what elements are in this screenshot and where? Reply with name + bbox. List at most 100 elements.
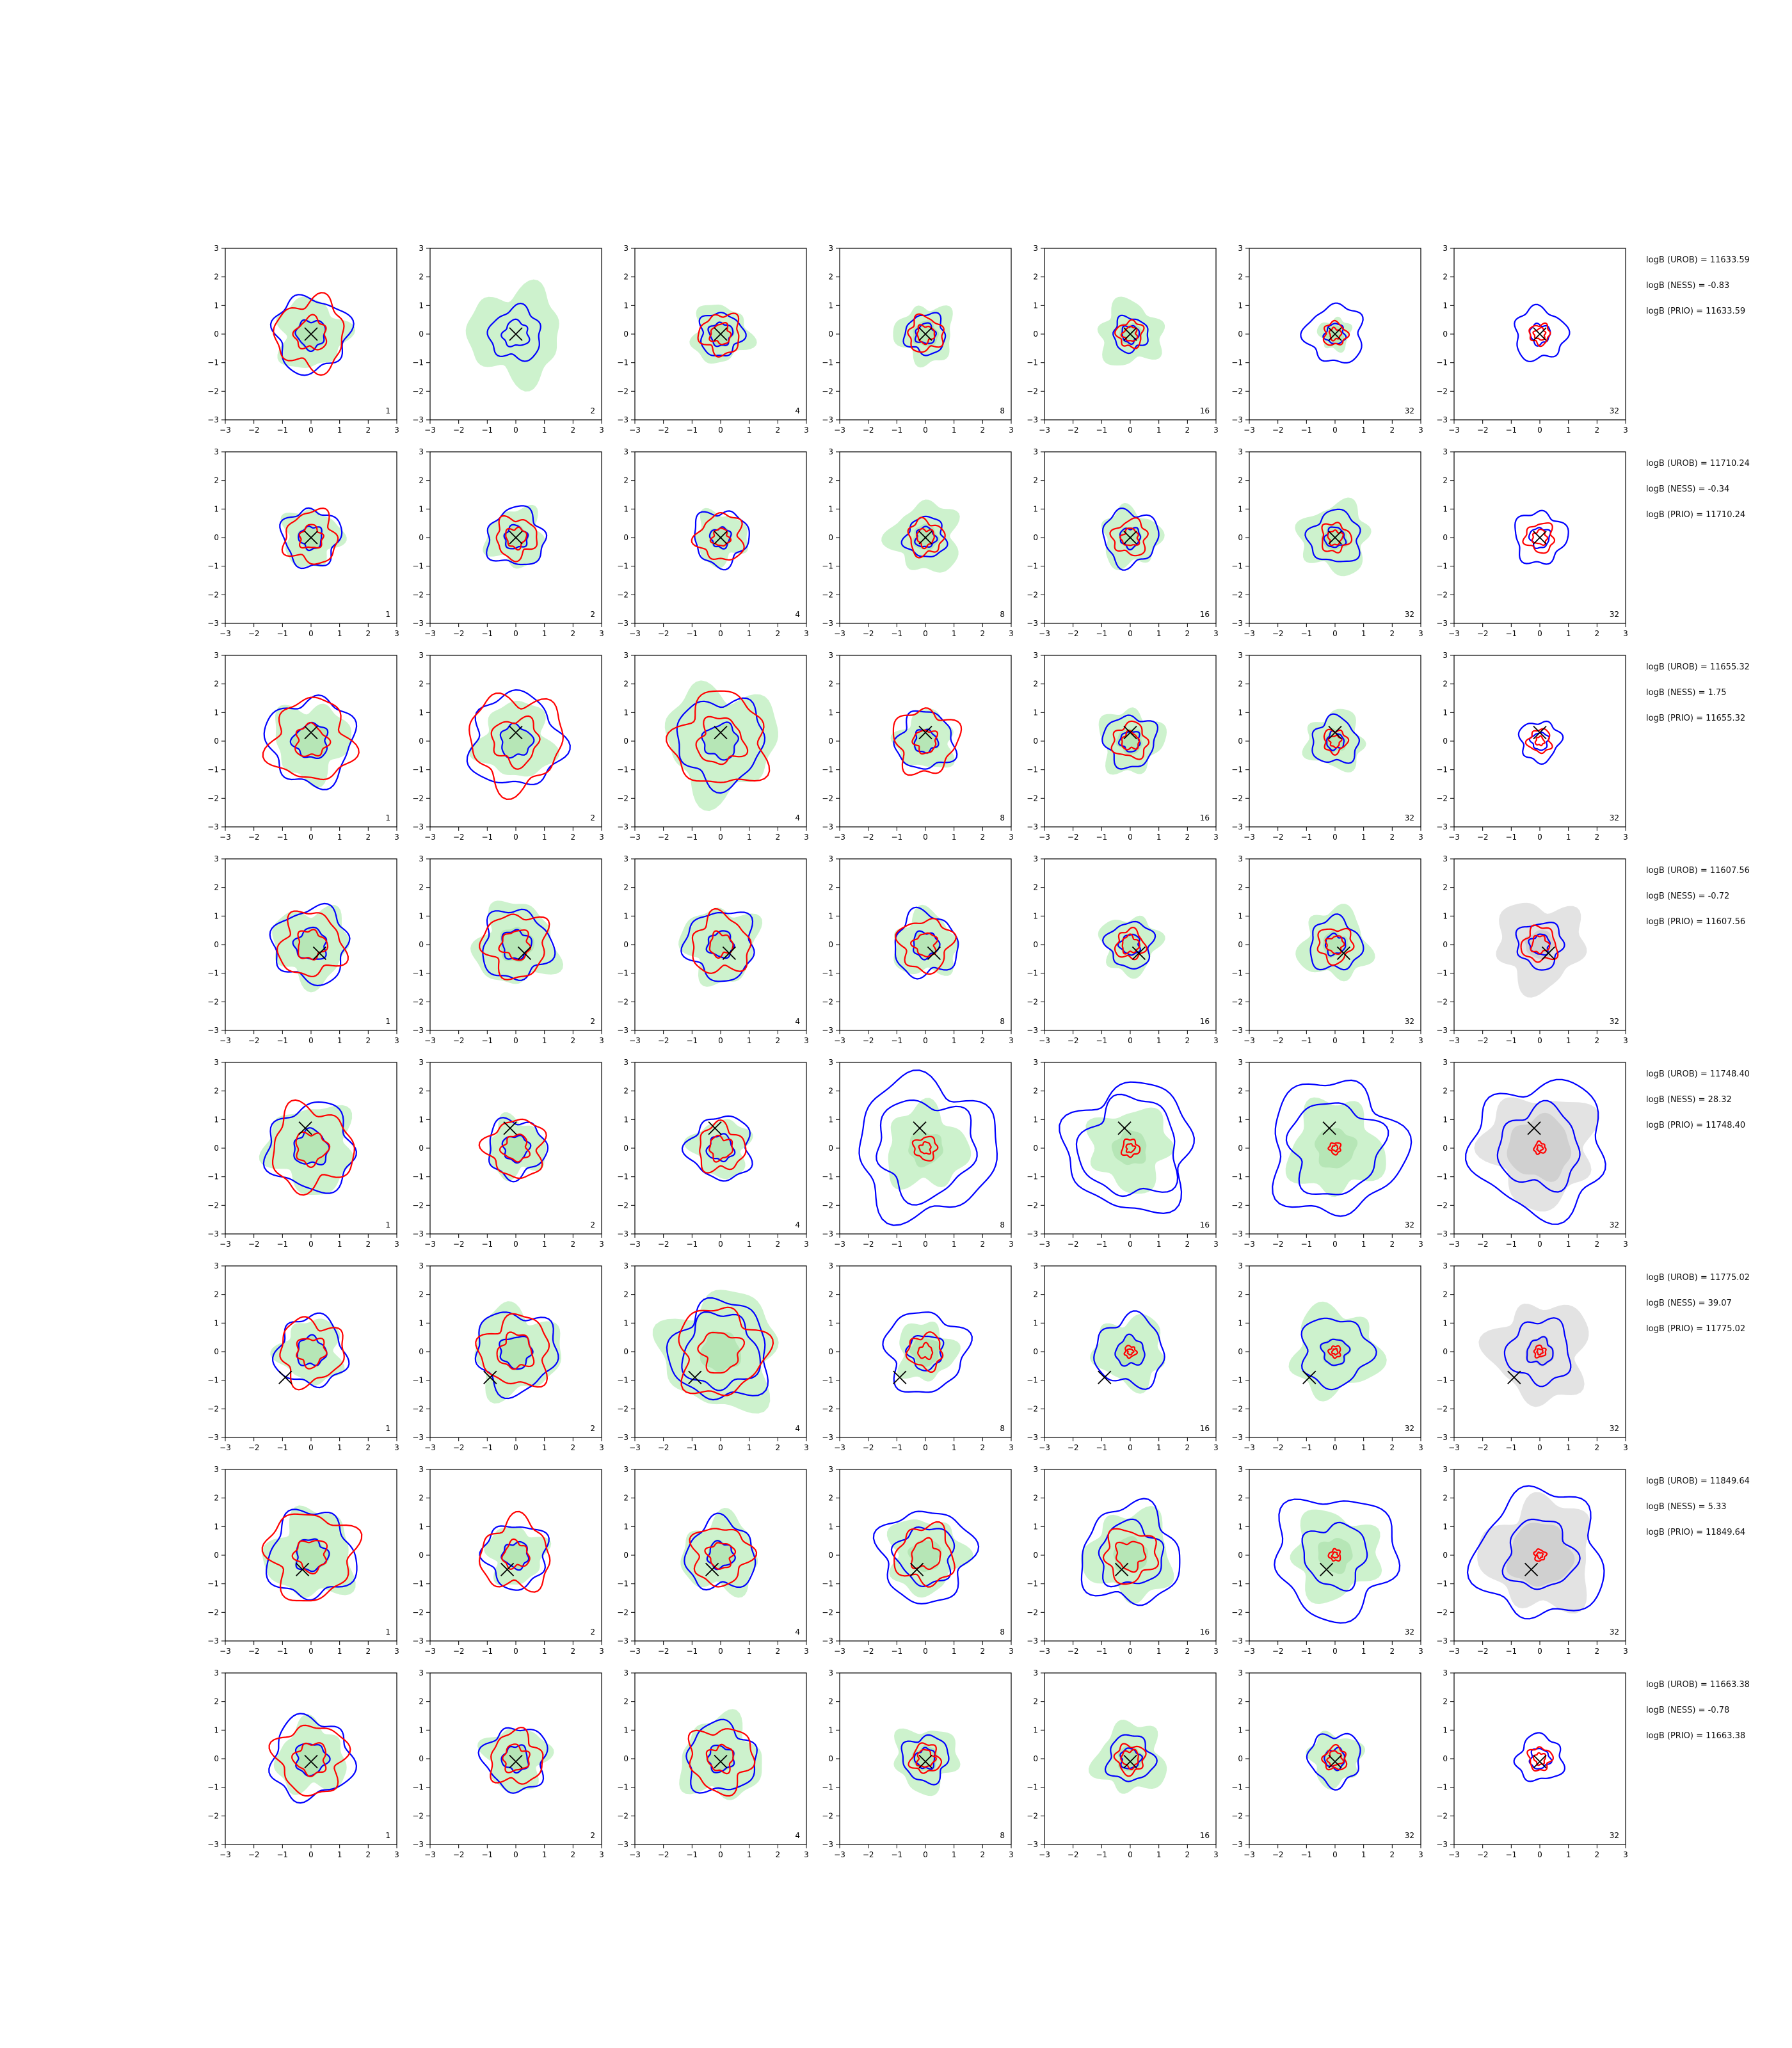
x-tick-label: 1 bbox=[1156, 1036, 1162, 1045]
y-tick-label: 1 bbox=[828, 1318, 833, 1327]
x-tick-label: 3 bbox=[1418, 1850, 1423, 1859]
y-tick-label: 2 bbox=[623, 680, 628, 689]
method-contour bbox=[1114, 926, 1148, 961]
panel-label: 32 bbox=[1610, 610, 1619, 619]
panel-r4-c3: −3 −2 −1 0 1 2 3 −3 −2 −1 0 1 2 3 4 bbox=[617, 854, 809, 1045]
uniform-contour bbox=[269, 294, 355, 376]
x-tick-label: 1 bbox=[747, 1443, 752, 1452]
panel-r8-c7: −3 −2 −1 0 1 2 3 −3 −2 −1 0 1 2 3 32 bbox=[1436, 1668, 1628, 1859]
x-tick-label: −3 bbox=[1039, 833, 1050, 842]
x-tick-label: 2 bbox=[1595, 1036, 1600, 1045]
panel-r8-c3: −3 −2 −1 0 1 2 3 −3 −2 −1 0 1 2 3 4 bbox=[617, 1668, 809, 1859]
y-tick-label: −1 bbox=[1231, 358, 1243, 367]
x-tick-label: −2 bbox=[1272, 1647, 1284, 1656]
panel-r7-c7: −3 −2 −1 0 1 2 3 −3 −2 −1 0 1 2 3 32 bbox=[1436, 1465, 1628, 1656]
x-tick-label: 2 bbox=[571, 833, 576, 842]
uniform-contour bbox=[499, 722, 535, 759]
panel-r1-c4: −3 −2 −1 0 1 2 3 −3 −2 −1 0 1 2 3 8 bbox=[822, 244, 1014, 435]
x-tick-label: −2 bbox=[1068, 629, 1079, 638]
y-tick-label: −3 bbox=[1027, 619, 1038, 628]
uniform-contour bbox=[268, 1713, 358, 1804]
x-tick-label: 2 bbox=[366, 1240, 371, 1249]
x-tick-label: −1 bbox=[891, 1036, 902, 1045]
uniform-contour bbox=[1098, 1518, 1165, 1588]
x-tick-label: 3 bbox=[1009, 833, 1014, 842]
panel-label: 1 bbox=[385, 1220, 390, 1229]
y-tick-label: −3 bbox=[617, 822, 628, 831]
x-tick-label: −2 bbox=[1068, 1443, 1079, 1452]
truth-marker bbox=[298, 1121, 312, 1135]
x-tick-label: 1 bbox=[542, 426, 547, 435]
uniform-contour bbox=[1080, 1498, 1181, 1606]
uniform-contour bbox=[500, 1744, 529, 1774]
y-tick-label: 1 bbox=[828, 504, 833, 513]
logB-ness-label: logB (NESS) = 1.75 bbox=[1646, 688, 1727, 698]
x-tick-label: −1 bbox=[891, 833, 902, 842]
x-tick-label: 2 bbox=[1595, 833, 1600, 842]
uniform-contour bbox=[1075, 1093, 1179, 1197]
x-tick-label: 2 bbox=[366, 1443, 371, 1452]
x-tick-label: 2 bbox=[980, 1850, 986, 1859]
density-fill-outer bbox=[465, 279, 559, 392]
y-tick-label: 2 bbox=[828, 883, 833, 892]
x-tick-label: 1 bbox=[542, 833, 547, 842]
x-tick-label: −1 bbox=[1096, 629, 1107, 638]
y-tick-label: 0 bbox=[1443, 1144, 1448, 1153]
method-contour bbox=[261, 1513, 363, 1602]
uniform-contour bbox=[1324, 1747, 1346, 1772]
y-tick-label: 0 bbox=[623, 940, 628, 949]
y-tick-label: −1 bbox=[1027, 562, 1038, 571]
x-tick-label: −3 bbox=[1039, 629, 1050, 638]
method-contour bbox=[490, 715, 541, 770]
y-tick-label: −2 bbox=[617, 590, 628, 599]
x-tick-label: 2 bbox=[1595, 1443, 1600, 1452]
method-contour bbox=[893, 1521, 956, 1588]
x-tick-label: 3 bbox=[804, 629, 809, 638]
x-tick-label: 2 bbox=[980, 426, 986, 435]
truth-marker bbox=[517, 946, 532, 961]
y-tick-label: 3 bbox=[214, 1261, 219, 1270]
x-tick-label: 3 bbox=[1623, 629, 1628, 638]
method-contour bbox=[697, 312, 740, 358]
x-tick-label: −1 bbox=[686, 426, 698, 435]
x-tick-label: −1 bbox=[1096, 426, 1107, 435]
x-tick-label: −2 bbox=[1272, 1850, 1284, 1859]
y-tick-label: 3 bbox=[828, 1058, 833, 1067]
uniform-contour bbox=[882, 1311, 973, 1393]
y-tick-label: 0 bbox=[419, 1551, 424, 1560]
y-tick-label: 2 bbox=[1443, 1290, 1448, 1299]
x-tick-label: −2 bbox=[658, 1647, 669, 1656]
x-tick-label: −2 bbox=[1068, 833, 1079, 842]
x-tick-label: 2 bbox=[1390, 1240, 1395, 1249]
panel-label: 2 bbox=[590, 406, 595, 415]
panel-r4-c5: −3 −2 −1 0 1 2 3 −3 −2 −1 0 1 2 3 16 bbox=[1027, 854, 1219, 1045]
method-contour bbox=[1327, 529, 1344, 547]
y-tick-label: −1 bbox=[1231, 1783, 1243, 1792]
x-tick-label: −1 bbox=[276, 833, 288, 842]
y-tick-label: 3 bbox=[623, 1058, 628, 1067]
y-tick-label: −2 bbox=[1436, 997, 1448, 1006]
method-contour bbox=[298, 524, 324, 549]
x-tick-label: −2 bbox=[863, 1240, 874, 1249]
logB-urob-label: logB (UROB) = 11775.02 bbox=[1646, 1273, 1750, 1283]
panel-r4-c4: −3 −2 −1 0 1 2 3 −3 −2 −1 0 1 2 3 8 bbox=[822, 854, 1014, 1045]
y-tick-label: −1 bbox=[1027, 765, 1038, 774]
y-tick-label: 3 bbox=[828, 854, 833, 863]
method-contour bbox=[1113, 1743, 1147, 1777]
y-tick-label: −2 bbox=[822, 1608, 833, 1617]
y-tick-label: 3 bbox=[1443, 1058, 1448, 1067]
y-tick-label: 3 bbox=[214, 1465, 219, 1474]
x-tick-label: 1 bbox=[1361, 1647, 1366, 1656]
x-tick-label: 2 bbox=[980, 629, 986, 638]
y-tick-label: 3 bbox=[1033, 1668, 1038, 1677]
panel-label: 2 bbox=[590, 813, 595, 822]
x-tick-label: −3 bbox=[424, 1443, 436, 1452]
x-tick-label: 0 bbox=[513, 1240, 518, 1249]
y-tick-label: 1 bbox=[1033, 1522, 1038, 1531]
x-tick-label: −3 bbox=[629, 1443, 641, 1452]
y-tick-label: 0 bbox=[1033, 533, 1038, 542]
x-tick-label: 0 bbox=[1128, 1647, 1133, 1656]
y-tick-label: 0 bbox=[1033, 1754, 1038, 1763]
x-tick-label: 0 bbox=[513, 1647, 518, 1656]
y-tick-label: 3 bbox=[623, 1668, 628, 1677]
